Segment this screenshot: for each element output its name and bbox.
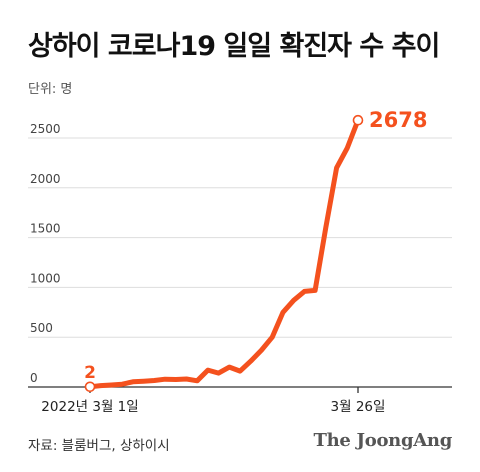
y-tick-label: 1000 — [30, 271, 61, 285]
end-point-marker — [352, 114, 364, 126]
gridlines — [28, 137, 452, 338]
y-tick-label: 500 — [30, 321, 53, 335]
data-labels: 2 2678 — [84, 108, 427, 383]
start-value-label: 2 — [84, 363, 96, 383]
unit-label: 단위: 명 — [28, 82, 73, 97]
y-tick-label: 2500 — [30, 122, 61, 136]
data-series — [84, 114, 364, 393]
series-line — [87, 117, 361, 390]
publisher-logo: The JoongAng — [313, 430, 453, 451]
start-point-marker — [84, 381, 96, 393]
y-tick-label: 2000 — [30, 172, 61, 186]
y-tick-labels: 0 500 1000 1500 2000 2500 — [30, 122, 61, 385]
x-tick-label: 3월 26일 — [331, 399, 386, 415]
source-note: 자료: 블룸버그, 상하이시 — [28, 438, 170, 454]
y-tick-label: 0 — [30, 371, 38, 385]
x-tick-label: 2022년 3월 1일 — [41, 399, 138, 415]
y-tick-label: 1500 — [30, 222, 61, 236]
chart-title: 상하이 코로나19 일일 확진자 수 추이 — [28, 31, 440, 62]
end-value-label: 2678 — [369, 108, 427, 132]
